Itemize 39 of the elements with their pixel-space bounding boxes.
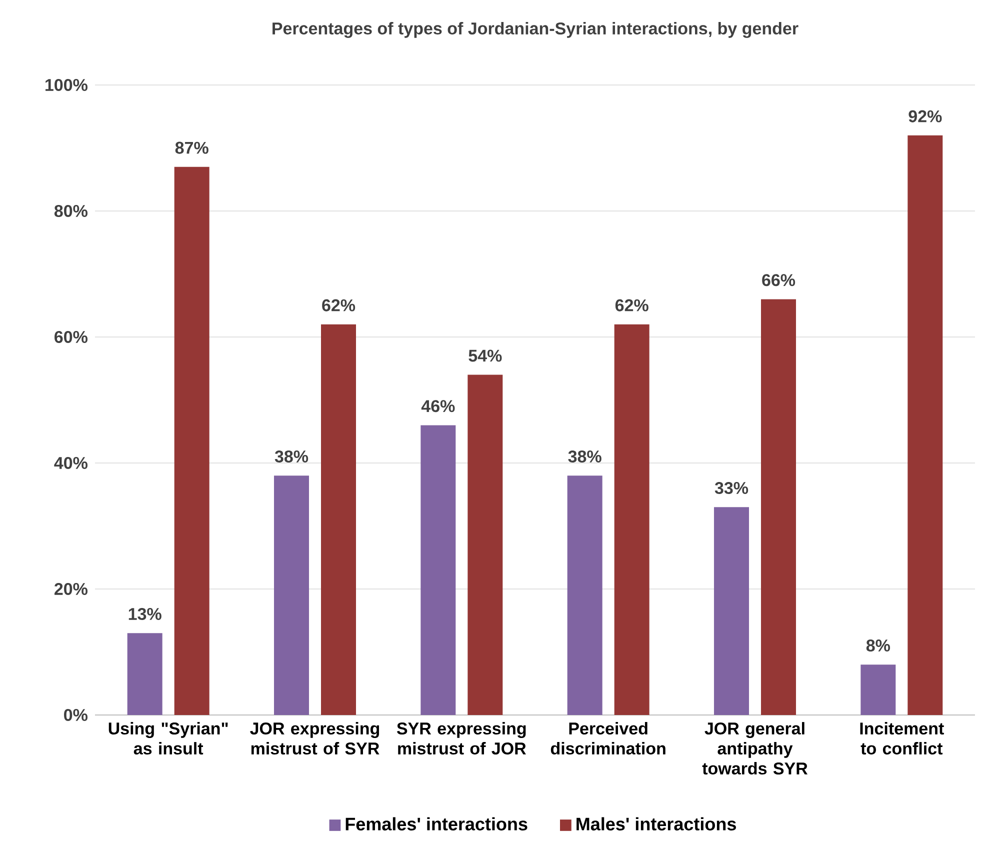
data-label: 33%: [714, 482, 748, 494]
y-tick-label: 100%: [46, 78, 88, 91]
data-label: 38%: [568, 450, 602, 463]
x-tick-label: JOR expressing mistrust of SYR: [250, 722, 380, 755]
x-tick-label: Perceived discrimination: [550, 722, 666, 755]
chart-title: Percentages of types of Jordanian-Syrian interactions, by gender: [272, 22, 798, 38]
bar: [274, 476, 309, 715]
y-tick-label: 20%: [54, 582, 88, 595]
y-tick-label: 80%: [54, 204, 88, 217]
data-label: 92%: [908, 110, 942, 122]
bar: [860, 664, 896, 715]
x-tick-label: Incitement to conflict: [860, 722, 944, 755]
legend-label: Males' interactions: [576, 817, 736, 830]
bar: [760, 299, 796, 715]
x-tick-label: JOR general antipathy towards SYR: [702, 722, 808, 775]
legend-label: Females' interactions: [346, 817, 528, 830]
data-label: 54%: [468, 350, 502, 362]
bar: [321, 324, 356, 715]
bar: [420, 425, 456, 715]
y-tick-label: 40%: [54, 456, 88, 469]
bar: [714, 507, 749, 715]
bar: [174, 166, 210, 715]
data-label: 13%: [128, 608, 162, 620]
bar: [127, 633, 162, 715]
y-tick-label: 60%: [54, 330, 88, 343]
data-label: 8%: [866, 640, 890, 652]
data-label: 87%: [175, 142, 208, 154]
x-tick-label: SYR expressing mistrust of JOR: [396, 722, 526, 755]
bar: [468, 374, 503, 715]
bar: [908, 135, 943, 715]
data-label: 62%: [322, 299, 356, 312]
data-label: 66%: [762, 274, 796, 286]
y-tick-label: 0%: [64, 708, 88, 721]
data-label: 46%: [421, 400, 455, 412]
bar: [614, 324, 650, 715]
x-tick-label: Using "Syrian" as insult: [108, 722, 228, 755]
data-label: 38%: [274, 450, 308, 463]
bar: [567, 476, 602, 715]
data-label: 62%: [615, 299, 648, 312]
